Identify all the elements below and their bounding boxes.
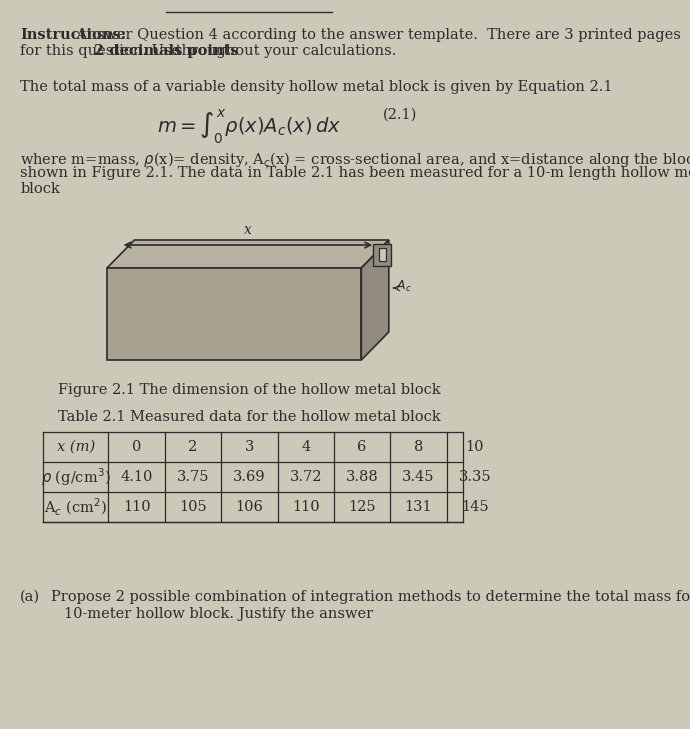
Text: 2: 2	[188, 440, 197, 454]
Text: 105: 105	[179, 500, 207, 514]
Text: 110: 110	[123, 500, 150, 514]
Text: A$_c$ (cm$^2$): A$_c$ (cm$^2$)	[44, 496, 108, 518]
Text: 8: 8	[414, 440, 423, 454]
Text: 3.69: 3.69	[233, 470, 266, 484]
Text: 10: 10	[466, 440, 484, 454]
Text: Instructions:: Instructions:	[20, 28, 126, 42]
Text: 3.45: 3.45	[402, 470, 435, 484]
Text: 106: 106	[235, 500, 264, 514]
Text: $\rho$ (g/cm$^3$): $\rho$ (g/cm$^3$)	[41, 466, 111, 488]
Text: block: block	[20, 182, 60, 196]
Polygon shape	[373, 244, 391, 266]
Text: (2.1): (2.1)	[383, 108, 417, 122]
Text: Propose 2 possible combination of integration methods to determine the total mas: Propose 2 possible combination of integr…	[50, 590, 690, 604]
Text: $m = \int_0^{x} \rho(x)A_c(x)\,dx$: $m = \int_0^{x} \rho(x)A_c(x)\,dx$	[157, 108, 342, 147]
Text: Answer Question 4 according to the answer template.  There are 3 printed pages: Answer Question 4 according to the answe…	[72, 28, 681, 42]
Text: 125: 125	[348, 500, 376, 514]
Text: 145: 145	[461, 500, 489, 514]
Polygon shape	[107, 268, 362, 360]
Text: 0: 0	[132, 440, 141, 454]
Text: Figure 2.1 The dimension of the hollow metal block: Figure 2.1 The dimension of the hollow m…	[58, 383, 441, 397]
Text: 131: 131	[404, 500, 432, 514]
Text: 3.35: 3.35	[458, 470, 491, 484]
Text: $A_c$: $A_c$	[396, 278, 412, 294]
Text: The total mass of a variable density hollow metal block is given by Equation 2.1: The total mass of a variable density hol…	[20, 80, 613, 94]
Text: (a): (a)	[20, 590, 40, 604]
Text: 6: 6	[357, 440, 367, 454]
Text: for this question. Use: for this question. Use	[20, 44, 185, 58]
Text: Table 2.1 Measured data for the hollow metal block: Table 2.1 Measured data for the hollow m…	[58, 410, 441, 424]
Text: throughout your calculations.: throughout your calculations.	[170, 44, 396, 58]
Text: 4.10: 4.10	[120, 470, 152, 484]
Text: 4: 4	[301, 440, 310, 454]
Text: 3.72: 3.72	[289, 470, 322, 484]
Text: where m=mass, $\rho$(x)= density, A$_c$(x) = cross-sectional area, and x=distanc: where m=mass, $\rho$(x)= density, A$_c$(…	[20, 150, 690, 169]
Polygon shape	[379, 248, 386, 261]
Text: 3: 3	[245, 440, 254, 454]
Text: 10-meter hollow block. Justify the answer: 10-meter hollow block. Justify the answe…	[63, 607, 373, 621]
Text: 3.75: 3.75	[177, 470, 209, 484]
Text: 3.88: 3.88	[346, 470, 378, 484]
Text: 2 decimals points: 2 decimals points	[94, 44, 239, 58]
Text: 110: 110	[292, 500, 319, 514]
Polygon shape	[362, 240, 388, 360]
Polygon shape	[107, 240, 388, 268]
Text: x (m): x (m)	[57, 440, 95, 454]
Text: x: x	[244, 223, 252, 237]
Text: shown in Figure 2.1. The data in Table 2.1 has been measured for a 10-m length h: shown in Figure 2.1. The data in Table 2…	[20, 166, 690, 180]
